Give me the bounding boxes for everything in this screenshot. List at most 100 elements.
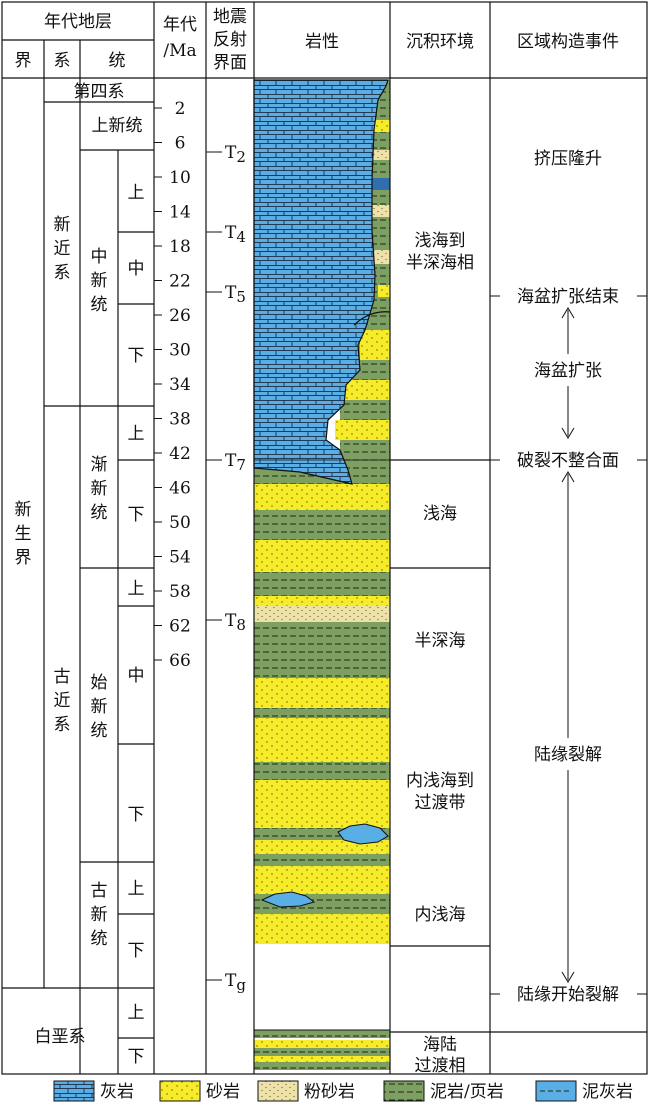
marl-lens	[260, 891, 316, 908]
sand-bed	[254, 914, 390, 944]
reflector-t5: T5	[225, 283, 246, 306]
erathem-cenozoic-3: 界	[15, 548, 32, 568]
event-rift-start: 陆缘开始裂解	[517, 985, 619, 1005]
series-eocene-1: 始	[91, 673, 108, 693]
series-miocene-3: 统	[91, 295, 108, 315]
series-paleocene-2: 新	[91, 905, 108, 925]
seismic-labels: T2 T4 T5 T7 T8 Tg	[225, 143, 246, 994]
marl-lens	[337, 823, 389, 845]
legend-swatch-mudstone	[383, 1080, 425, 1102]
header-row: 年代地层 界 系 统 年代 /Ma 地震 反射 界面 岩性 沉积环境 区域构造事…	[15, 7, 620, 73]
sand-bed	[254, 718, 390, 762]
env-inner-shallow: 内浅海	[415, 905, 466, 925]
oligocene-lower: 下	[128, 505, 145, 525]
header-seismic-line2: 反射	[213, 30, 247, 50]
age-tick-label: 18	[169, 237, 191, 257]
seismic-reflectors	[206, 151, 222, 981]
header-environment: 沉积环境	[406, 32, 474, 52]
legend-limestone: 灰岩	[100, 1082, 134, 1102]
series-paleocene-3: 统	[91, 929, 108, 949]
sand-bed	[254, 596, 390, 606]
limestone-body	[253, 79, 389, 485]
lithology-column	[253, 79, 391, 1070]
age-tick-label: 66	[169, 651, 191, 671]
sand-bed	[254, 780, 390, 828]
age-tick-label: 58	[169, 582, 191, 602]
env-semi-deep: 半深海	[415, 631, 466, 651]
paleocene-lower: 下	[128, 941, 145, 961]
age-tick-label: 54	[169, 548, 191, 568]
depositional-environment: 浅海到 半深海相 浅海 半深海 内浅海到 过渡带 内浅海 海陆 过渡相	[406, 231, 474, 1076]
series-miocene-1: 中	[91, 247, 108, 267]
header-age-line2: /Ma	[163, 41, 196, 61]
silt-bed	[254, 606, 390, 622]
chronostratigraphy: 新 生 界 第四系 新 近 系 古 近 系 白垩系 上新统 中 新 统 渐 新 …	[15, 82, 145, 1067]
miocene-upper: 上	[128, 183, 145, 203]
system-neogene-3: 系	[54, 263, 71, 283]
age-tick-label: 38	[169, 410, 191, 430]
eocene-middle: 中	[128, 666, 145, 686]
cretaceous-lower: 下	[128, 1047, 145, 1067]
series-oligocene-2: 新	[91, 479, 108, 499]
age-tick-label: 34	[169, 375, 191, 395]
eocene-lower: 下	[128, 805, 145, 825]
env-marine-continental-1: 海陆	[423, 1035, 457, 1055]
paleocene-upper: 上	[128, 879, 145, 899]
age-tick-label: 62	[169, 617, 191, 637]
age-tick-label: 26	[169, 306, 191, 326]
series-eocene-3: 统	[91, 721, 108, 741]
age-tick-label: 2	[175, 99, 186, 119]
env-shallow-semideep-2: 半深海相	[406, 253, 474, 273]
event-compression: 挤压隆升	[534, 149, 602, 169]
reflector-tg: Tg	[225, 971, 246, 994]
miocene-middle: 中	[128, 259, 145, 279]
event-basin-expansion: 海盆扩张	[534, 361, 602, 381]
env-inner-transition-2: 过渡带	[415, 793, 466, 813]
event-breakup: 破裂不整合面	[517, 451, 619, 471]
header-series: 统	[109, 51, 126, 71]
series-miocene-2: 新	[91, 271, 108, 291]
system-cretaceous: 白垩系	[35, 1027, 86, 1047]
env-inner-transition-1: 内浅海到	[406, 771, 474, 791]
reflector-t4: T4	[225, 223, 246, 246]
header-age-line1: 年代	[163, 15, 197, 35]
sand-bed	[254, 484, 390, 510]
legend-mudstone: 泥岩/页岩	[430, 1082, 504, 1102]
series-oligocene-3: 统	[91, 503, 108, 523]
header-seismic-line1: 地震	[213, 7, 247, 27]
env-marine-continental-2: 过渡相	[415, 1056, 466, 1076]
series-oligocene-1: 渐	[91, 455, 108, 475]
series-pliocene: 上新统	[92, 116, 143, 136]
header-lithology: 岩性	[305, 32, 339, 52]
system-neogene-1: 新	[54, 215, 71, 235]
event-basin-end: 海盆扩张结束	[517, 287, 619, 307]
system-quaternary: 第四系	[74, 82, 125, 102]
sand-bed	[254, 540, 390, 572]
env-shallow-semideep-1: 浅海到	[415, 231, 466, 251]
series-paleocene-1: 古	[91, 881, 108, 901]
table-frame	[1, 1, 648, 1075]
age-tick-label: 14	[169, 203, 191, 223]
legend-sandstone: 砂岩	[206, 1082, 240, 1102]
legend-swatch-sandstone	[159, 1080, 201, 1102]
header-seismic-line3: 界面	[213, 53, 247, 73]
age-tick-label: 46	[169, 479, 191, 499]
age-tick-label: 42	[169, 444, 191, 464]
reflector-t2: T2	[225, 143, 246, 166]
env-shallow: 浅海	[423, 504, 457, 524]
cretaceous-upper: 上	[128, 1003, 145, 1023]
erathem-cenozoic-1: 新	[15, 500, 32, 520]
header-tectonic-events: 区域构造事件	[517, 32, 619, 52]
system-neogene-2: 近	[54, 239, 71, 259]
age-tick-label: 10	[169, 168, 191, 188]
tectonic-events: 挤压隆升 海盆扩张结束 海盆扩张 破裂不整合面 陆缘裂解 陆缘开始裂解	[490, 149, 647, 1005]
oligocene-upper: 上	[128, 424, 145, 444]
age-tick-label: 50	[169, 513, 191, 533]
legend-siltstone: 粉砂岩	[304, 1082, 355, 1102]
eocene-upper: 上	[128, 579, 145, 599]
reflector-t7: T7	[225, 451, 246, 474]
series-eocene-2: 新	[91, 697, 108, 717]
system-paleogene-1: 古	[54, 667, 71, 687]
